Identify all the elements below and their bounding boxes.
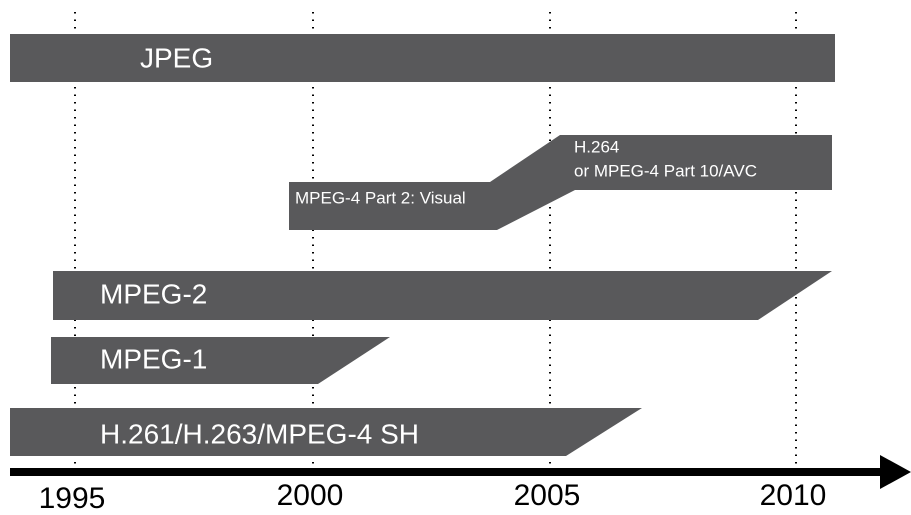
grid bbox=[74, 12, 797, 465]
axis-arrow bbox=[880, 455, 911, 489]
year-label: 2010 bbox=[760, 479, 827, 512]
bar-label: MPEG-2 bbox=[100, 278, 207, 309]
bar-label: MPEG-4 Part 2: Visual bbox=[295, 188, 466, 207]
year-label: 2005 bbox=[514, 479, 581, 512]
mpeg4-h264-bar bbox=[289, 135, 832, 230]
mpeg2-bar bbox=[53, 271, 832, 320]
bar-label: H.264 bbox=[574, 137, 619, 156]
bar-label: JPEG bbox=[140, 42, 213, 73]
h261-bar bbox=[10, 408, 642, 456]
bar-label: MPEG-1 bbox=[100, 343, 207, 374]
year-label: 1995 bbox=[39, 482, 106, 515]
year-label: 2000 bbox=[277, 479, 344, 512]
mpeg1-bar bbox=[51, 337, 390, 384]
bar-label: or MPEG-4 Part 10/AVC bbox=[574, 161, 757, 180]
bar-label: H.261/H.263/MPEG-4 SH bbox=[100, 418, 419, 449]
jpeg-bar bbox=[10, 34, 835, 82]
